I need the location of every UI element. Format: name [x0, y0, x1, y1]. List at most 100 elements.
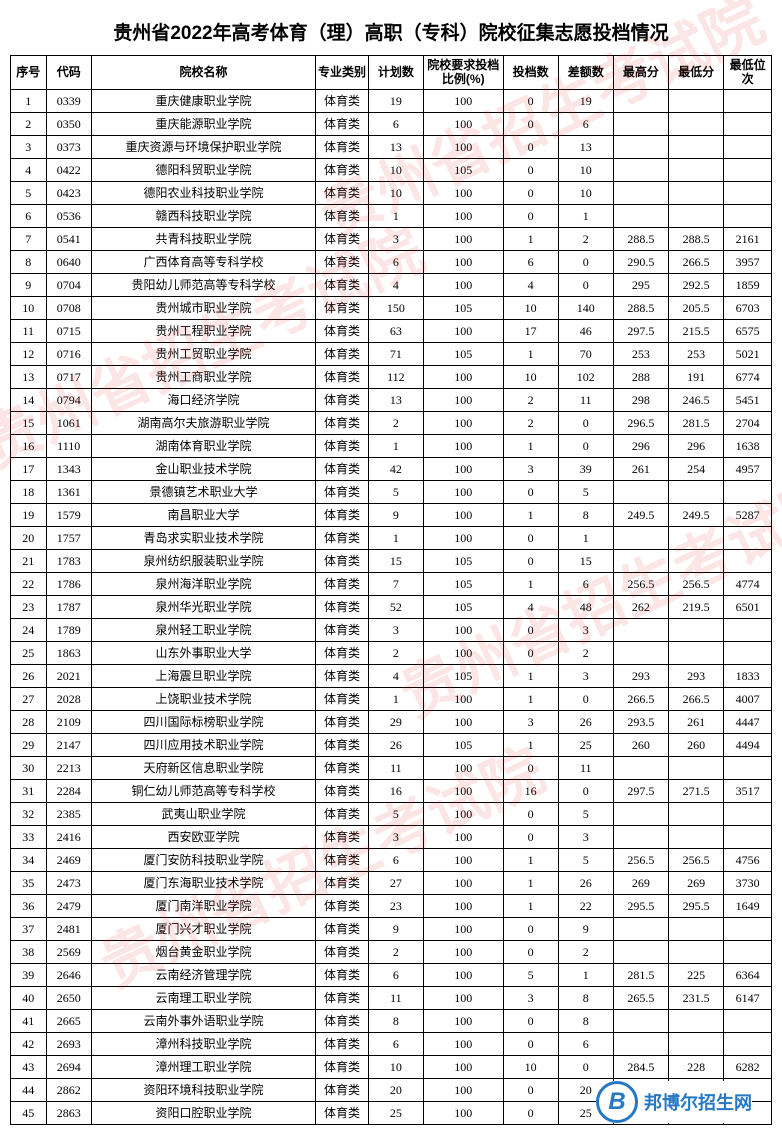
table-row: 40422德阳科贸职业学院体育类10105010 — [11, 158, 772, 181]
cell: 1 — [558, 963, 613, 986]
cell: 3 — [503, 457, 558, 480]
cell: 253 — [669, 342, 724, 365]
cell: 体育类 — [316, 250, 369, 273]
cell: 4756 — [724, 848, 772, 871]
cell — [613, 618, 668, 641]
cell: 48 — [558, 595, 613, 618]
cell: 100 — [423, 641, 503, 664]
cell: 泉州轻工职业学院 — [91, 618, 315, 641]
cell: 烟台黄金职业学院 — [91, 940, 315, 963]
cell: 100 — [423, 802, 503, 825]
cell — [613, 204, 668, 227]
cell — [724, 825, 772, 848]
cell — [613, 756, 668, 779]
cell: 18 — [11, 480, 47, 503]
cell: 1 — [503, 871, 558, 894]
cell — [724, 89, 772, 112]
cell: 19 — [11, 503, 47, 526]
cell: 3730 — [724, 871, 772, 894]
cell: 22 — [558, 894, 613, 917]
cell: 253 — [613, 342, 668, 365]
cell: 100 — [423, 963, 503, 986]
cell: 296 — [669, 434, 724, 457]
cell: 0 — [503, 112, 558, 135]
cell: 38 — [11, 940, 47, 963]
cell: 体育类 — [316, 388, 369, 411]
cell: 2650 — [46, 986, 91, 1009]
cell: 1 — [558, 204, 613, 227]
cell: 0 — [503, 480, 558, 503]
cell: 4 — [368, 273, 423, 296]
cell: 漳州科技职业学院 — [91, 1032, 315, 1055]
cell: 2284 — [46, 779, 91, 802]
cell: 体育类 — [316, 756, 369, 779]
cell: 1 — [503, 503, 558, 526]
cell: 246.5 — [669, 388, 724, 411]
cell: 8 — [11, 250, 47, 273]
cell: 11 — [368, 756, 423, 779]
cell: 1 — [503, 227, 558, 250]
col-diff: 差额数 — [558, 56, 613, 90]
cell: 6282 — [724, 1055, 772, 1078]
cell — [669, 618, 724, 641]
cell: 249.5 — [613, 503, 668, 526]
cell: 290.5 — [613, 250, 668, 273]
cell: 1757 — [46, 526, 91, 549]
table-row: 382569烟台黄金职业学院体育类210002 — [11, 940, 772, 963]
col-plan: 计划数 — [368, 56, 423, 90]
table-row: 201757青岛求实职业技术学院体育类110001 — [11, 526, 772, 549]
cell: 4447 — [724, 710, 772, 733]
cell: 0 — [503, 1078, 558, 1101]
cell: 体育类 — [316, 89, 369, 112]
cell — [669, 1032, 724, 1055]
cell: 100 — [423, 1009, 503, 1032]
cell: 292.5 — [669, 273, 724, 296]
cell — [613, 112, 668, 135]
cell: 20 — [368, 1078, 423, 1101]
cell: 6774 — [724, 365, 772, 388]
cell: 1061 — [46, 411, 91, 434]
cell: 22 — [11, 572, 47, 595]
cell: 100 — [423, 526, 503, 549]
cell: 体育类 — [316, 710, 369, 733]
col-category: 专业类别 — [316, 56, 369, 90]
cell: 9 — [368, 503, 423, 526]
cell: 6 — [558, 1032, 613, 1055]
cell — [669, 480, 724, 503]
cell: 10 — [503, 365, 558, 388]
cell: 100 — [423, 940, 503, 963]
cell: 10 — [11, 296, 47, 319]
col-name: 院校名称 — [91, 56, 315, 90]
cell: 8 — [558, 503, 613, 526]
cell: 100 — [423, 181, 503, 204]
cell: 武夷山职业学院 — [91, 802, 315, 825]
cell: 100 — [423, 457, 503, 480]
cell: 1833 — [724, 664, 772, 687]
table-row: 80640广西体育高等专科学校体育类610060290.5266.53957 — [11, 250, 772, 273]
cell: 16 — [11, 434, 47, 457]
cell: 6 — [11, 204, 47, 227]
cell: 40 — [11, 986, 47, 1009]
cell: 11 — [558, 388, 613, 411]
table-row: 402650云南理工职业学院体育类1110038265.5231.56147 — [11, 986, 772, 1009]
cell: 4 — [368, 664, 423, 687]
cell: 44 — [11, 1078, 47, 1101]
cell: 体育类 — [316, 296, 369, 319]
cell: 体育类 — [316, 779, 369, 802]
cell: 1 — [503, 733, 558, 756]
cell: 14 — [11, 388, 47, 411]
cell: 0 — [558, 411, 613, 434]
cell: 23 — [368, 894, 423, 917]
cell: 17 — [503, 319, 558, 342]
cell: 体育类 — [316, 434, 369, 457]
cell: 2704 — [724, 411, 772, 434]
cell: 1 — [368, 434, 423, 457]
cell: 37 — [11, 917, 47, 940]
cell: 0 — [503, 526, 558, 549]
cell: 厦门南洋职业学院 — [91, 894, 315, 917]
cell: 体育类 — [316, 664, 369, 687]
cell — [613, 89, 668, 112]
cell: 3 — [11, 135, 47, 158]
cell: 0423 — [46, 181, 91, 204]
cell: 6 — [368, 1032, 423, 1055]
